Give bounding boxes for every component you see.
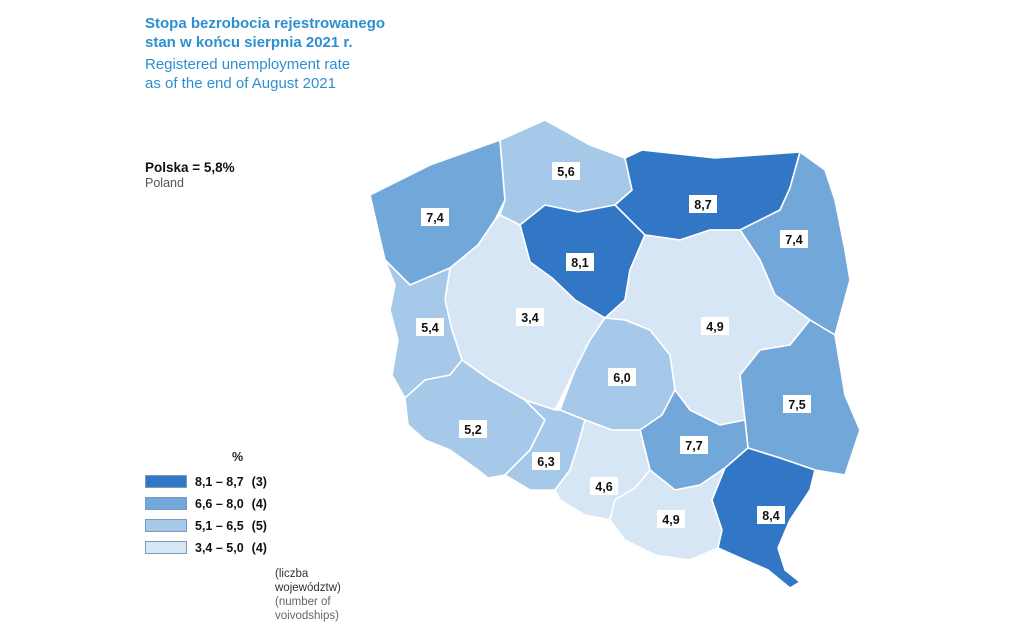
title-polish-line-2: stan w końcu sierpnia 2021 r. <box>145 34 353 51</box>
voivodship-value: 7,5 <box>788 398 805 412</box>
title-polish-line-1: Stopa bezrobocia rejestrowanego <box>145 15 386 32</box>
voivodship-value: 4,9 <box>662 513 679 527</box>
legend-count-2: (4) <box>251 496 267 511</box>
voivodship-value-label: 4,6 <box>590 477 618 495</box>
voivodship-label-background <box>680 436 708 454</box>
voivodship-value-label: 5,4 <box>416 318 444 336</box>
national-rate-label: Poland <box>145 176 184 190</box>
voivodship-value: 4,9 <box>706 320 723 334</box>
voivodship-value-label: 4,9 <box>701 317 729 335</box>
voivodship-label-background <box>566 253 594 271</box>
voivodship-label-background <box>689 195 717 213</box>
voivodship-label-background <box>532 452 560 470</box>
legend-range-3: 5,1 – 6,5 <box>195 518 244 533</box>
legend-count-4: (4) <box>251 540 267 555</box>
voivodship-label-background <box>590 477 618 495</box>
voivodship-label-background <box>780 230 808 248</box>
legend-item-3: 5,1 – 6,5 (5) <box>145 518 267 533</box>
voivodship-value: 3,4 <box>521 311 538 325</box>
voivodship-value: 5,4 <box>421 321 438 335</box>
voivodship-value-label: 3,4 <box>516 308 544 326</box>
title-english-line-2: as of the end of August 2021 <box>145 75 336 92</box>
voivodship-value: 8,1 <box>571 256 588 270</box>
voivodship-value-label: 7,4 <box>780 230 808 248</box>
voivodship-value: 6,0 <box>613 371 630 385</box>
voivodship-value-label: 5,6 <box>552 162 580 180</box>
voivodship-labels: 7,4 5,6 8,7 7,4 8,1 3,4 4,9 5,4 6,0 7,5 5,2 6,3 7,7 4… <box>416 162 811 528</box>
legend-note-polish: (liczba województw) <box>275 568 341 594</box>
legend-count-1: (3) <box>251 474 267 489</box>
legend-swatch-1 <box>145 475 187 488</box>
legend-range-4: 3,4 – 5,0 <box>195 540 244 555</box>
voivodship-value-label: 7,7 <box>680 436 708 454</box>
title-english-line-1: Registered unemployment rate <box>145 56 351 73</box>
voivodship-label-background <box>657 510 685 528</box>
voivodship-label-background <box>516 308 544 326</box>
voivodship-label-background <box>757 506 785 524</box>
legend-swatch-2 <box>145 497 187 510</box>
voivodship-label-background <box>552 162 580 180</box>
legend-item-1: 8,1 – 8,7 (3) <box>145 474 267 489</box>
national-rate: Polska = 5,8% Poland <box>145 160 235 191</box>
voivodship-value: 5,2 <box>464 423 481 437</box>
voivodship-value: 5,6 <box>557 165 574 179</box>
legend-swatch-4 <box>145 541 187 554</box>
voivodship-value: 7,4 <box>426 211 443 225</box>
voivodship-label-background <box>416 318 444 336</box>
voivodship-label-background <box>701 317 729 335</box>
voivodship-value-label: 6,3 <box>532 452 560 470</box>
legend-unit: % <box>232 450 244 464</box>
voivodship-value-label: 8,7 <box>689 195 717 213</box>
legend-note: (liczba województw) (number of voivodshi… <box>275 567 341 623</box>
voivodship-value-label: 8,4 <box>757 506 785 524</box>
voivodship-label-background <box>608 368 636 386</box>
voivodship-value: 8,7 <box>694 198 711 212</box>
voivodship-value: 4,6 <box>595 480 612 494</box>
voivodship-label-background <box>421 208 449 226</box>
voivodship-value: 6,3 <box>537 455 554 469</box>
voivodship-value-label: 4,9 <box>657 510 685 528</box>
voivodship-value-label: 7,5 <box>783 395 811 413</box>
legend-note-english: (number of voivodships) <box>275 596 339 622</box>
national-rate-value: Polska = 5,8% <box>145 160 235 175</box>
voivodship-label-background <box>459 420 487 438</box>
legend-item-2: 6,6 – 8,0 (4) <box>145 496 267 511</box>
legend-range-1: 8,1 – 8,7 <box>195 474 244 489</box>
voivodship-regions <box>369 119 861 589</box>
voivodship-value: 8,4 <box>762 509 779 523</box>
map-title: Stopa bezrobocia rejestrowanego stan w k… <box>145 14 385 93</box>
voivodship-label-background <box>783 395 811 413</box>
voivodship-value-label: 7,4 <box>421 208 449 226</box>
voivodship-value-label: 6,0 <box>608 368 636 386</box>
legend-swatch-3 <box>145 519 187 532</box>
voivodship-value: 7,7 <box>685 439 702 453</box>
voivodship-value: 7,4 <box>785 233 802 247</box>
legend-range-2: 6,6 – 8,0 <box>195 496 244 511</box>
voivodship-value-label: 5,2 <box>459 420 487 438</box>
legend-item-4: 3,4 – 5,0 (4) <box>145 540 267 555</box>
voivodship-value-label: 8,1 <box>566 253 594 271</box>
legend-count-3: (5) <box>251 518 267 533</box>
